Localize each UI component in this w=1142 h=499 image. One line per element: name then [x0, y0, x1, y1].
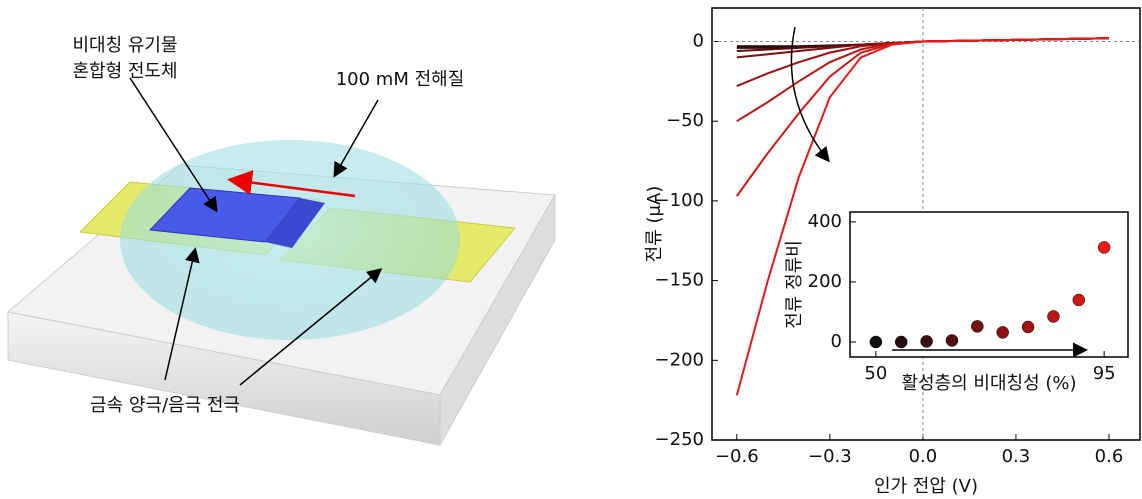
label: 비대칭 유기물 — [72, 35, 177, 56]
data-point — [1047, 310, 1059, 322]
x-tick-label: 50 — [864, 363, 887, 384]
data-point — [971, 320, 983, 332]
label: 혼합형 전도체 — [72, 61, 177, 82]
y-tick-label: 0 — [693, 30, 704, 51]
data-point — [1022, 321, 1034, 333]
figure: 비대칭 유기물 혼합형 전도체 100 mM 전해질 금속 양극/음극 전극 −… — [0, 0, 1142, 499]
y-axis-label: 전류 (μA) — [644, 186, 665, 263]
y-tick-label: −150 — [655, 270, 704, 291]
x-tick-label: −0.3 — [808, 446, 852, 467]
data-point — [1098, 241, 1110, 253]
data-point — [946, 334, 958, 346]
data-point — [870, 336, 882, 348]
y-tick-label: −50 — [666, 110, 704, 131]
data-point — [1073, 294, 1085, 306]
y-tick-label: 400 — [808, 211, 842, 232]
x-axis-label: 인가 전압 (V) — [874, 476, 978, 497]
y-tick-label: 200 — [808, 271, 842, 292]
data-point — [921, 335, 933, 347]
device-illustration: 비대칭 유기물 혼합형 전도체 100 mM 전해질 금속 양극/음극 전극 — [8, 35, 555, 445]
y-tick-label: −250 — [655, 429, 704, 450]
data-point — [895, 336, 907, 348]
data-point — [997, 326, 1009, 338]
y-axis-label: 전류 정류비 — [784, 240, 805, 329]
label: 금속 양극/음극 전극 — [90, 395, 240, 416]
inset-bg — [850, 212, 1128, 357]
x-axis-label: 활성층의 비대칭성 (%) — [901, 373, 1076, 394]
x-tick-label: 0.0 — [909, 446, 938, 467]
x-tick-label: 0.3 — [1002, 446, 1031, 467]
x-tick-label: 0.6 — [1095, 446, 1124, 467]
x-tick-label: 95 — [1093, 363, 1116, 384]
x-tick-label: −0.6 — [715, 446, 759, 467]
label: 100 mM 전해질 — [336, 69, 465, 90]
y-tick-label: 0 — [831, 331, 842, 352]
y-tick-label: −200 — [655, 349, 704, 370]
